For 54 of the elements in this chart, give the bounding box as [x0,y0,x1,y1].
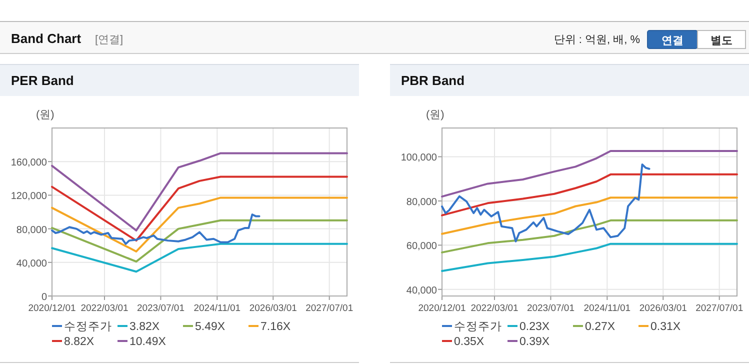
chart-title: PER Band [11,73,74,88]
y-axis-title: (원) [426,109,444,121]
text: 별도 [710,35,732,47]
x-tick-label: 2020/12/01 [418,303,466,314]
legend-label: 7.16X [260,321,291,333]
chart-title: PBR Band [401,73,465,88]
legend-label: 5.49X [195,321,226,333]
x-tick-label: 2022/03/01 [470,303,518,314]
y-tick-label: 80,000 [406,196,438,208]
y-tick-label: 120,000 [10,191,48,202]
x-tick-label: 2022/03/01 [80,303,128,314]
text: 단위 : 억원, 배, % [554,34,640,46]
line-series [51,242,348,273]
legend-label: 0.23X [520,321,550,333]
x-tick-label: 2026/03/01 [639,303,687,314]
y-tick-label: 40,000 [406,285,438,296]
text: Band Chart [11,31,82,46]
y-tick-label: 0 [41,292,48,303]
y-tick-label: 100,000 [400,152,438,164]
line-series [51,196,348,252]
y-axis-title: (원) [36,109,54,121]
x-tick-label: 2027/07/01 [696,303,744,314]
legend-label: 0.27X [585,321,616,333]
legend-label: 0.35X [454,336,484,348]
line-series [51,152,348,232]
x-tick-label: 2026/03/01 [249,303,297,314]
line-series [441,196,738,235]
line-series [441,150,738,198]
text: [연결] [95,34,124,46]
legend-label: 0.39X [520,336,550,348]
x-tick-label: 2023/07/01 [526,303,574,314]
x-tick-label: 2024/11/01 [584,303,631,314]
line-series [51,219,348,263]
x-tick-label: 2020/12/01 [28,303,76,314]
legend-label: 8.82X [64,336,94,348]
x-tick-label: 2027/07/01 [306,303,354,314]
text: 연결 [662,35,684,47]
legend-label: 3.82X [130,321,160,333]
line-series [51,176,348,242]
legend-label: 0.31X [650,321,681,333]
x-tick-label: 2024/11/01 [194,303,241,314]
line-series [441,163,650,242]
y-tick-label: 60,000 [406,241,438,252]
y-tick-label: 160,000 [10,158,48,169]
line-series [441,173,738,216]
line-series [441,242,738,272]
x-tick-label: 2023/07/01 [136,303,184,314]
y-tick-label: 80,000 [16,224,48,236]
legend-label: 10.49X [130,336,166,348]
line-series [441,219,738,254]
legend-label: 수정주가 [454,321,502,333]
legend-label: 수정주가 [64,321,112,333]
line-series [51,214,260,245]
y-tick-label: 40,000 [16,258,48,270]
